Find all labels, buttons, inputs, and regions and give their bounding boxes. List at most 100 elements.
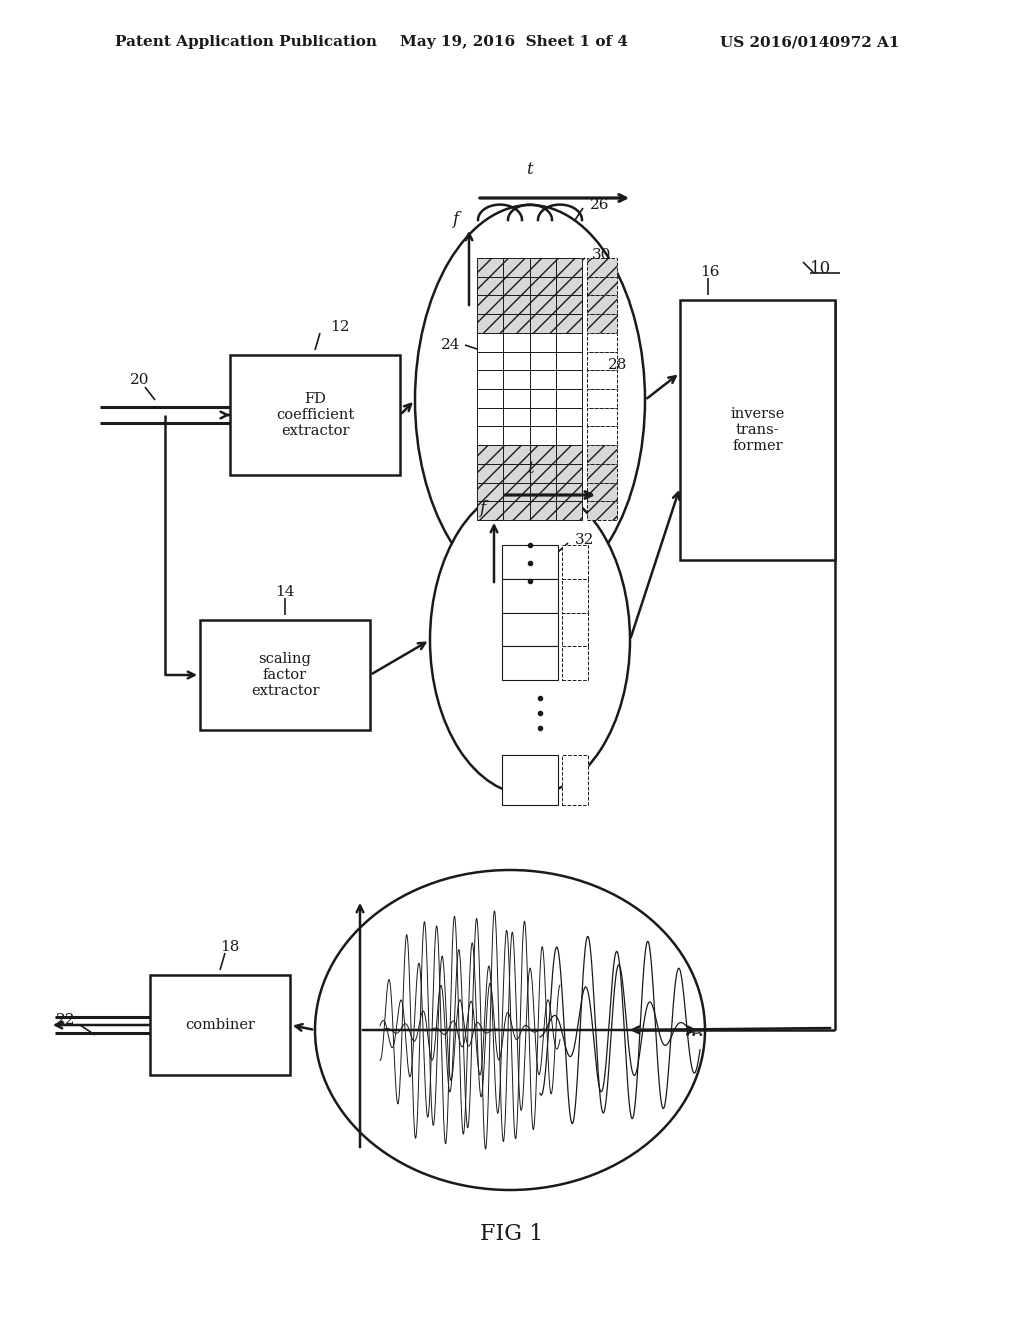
Bar xyxy=(477,463,503,483)
Bar xyxy=(477,333,503,351)
Text: 14: 14 xyxy=(275,585,295,599)
Bar xyxy=(529,463,556,483)
Bar xyxy=(556,445,582,463)
Bar xyxy=(477,257,503,277)
Text: 20: 20 xyxy=(130,374,150,387)
Bar xyxy=(529,502,556,520)
Bar xyxy=(556,483,582,502)
Bar xyxy=(587,483,617,502)
Bar xyxy=(529,426,556,445)
Bar xyxy=(477,296,503,314)
Bar xyxy=(587,296,617,314)
Bar xyxy=(587,389,617,408)
Bar xyxy=(529,333,556,351)
Bar xyxy=(529,445,556,463)
Bar xyxy=(680,300,835,560)
Text: May 19, 2016  Sheet 1 of 4: May 19, 2016 Sheet 1 of 4 xyxy=(400,36,628,49)
Ellipse shape xyxy=(415,205,645,595)
Bar xyxy=(556,463,582,483)
Text: 28: 28 xyxy=(608,358,628,372)
Bar xyxy=(587,257,617,277)
Text: 12: 12 xyxy=(330,319,349,334)
Bar xyxy=(503,463,529,483)
Bar xyxy=(477,408,503,426)
Bar xyxy=(503,426,529,445)
Bar xyxy=(529,351,556,371)
Text: 24: 24 xyxy=(440,338,460,352)
Bar xyxy=(587,277,617,296)
Bar xyxy=(562,612,588,647)
Bar xyxy=(587,371,617,389)
Text: 30: 30 xyxy=(592,248,611,261)
Text: FIG 1: FIG 1 xyxy=(480,1224,544,1245)
Text: 18: 18 xyxy=(220,940,240,954)
Bar xyxy=(529,314,556,333)
Bar xyxy=(587,502,617,520)
Bar xyxy=(556,426,582,445)
Bar xyxy=(556,371,582,389)
Bar xyxy=(503,257,529,277)
Bar xyxy=(502,612,558,647)
Bar xyxy=(477,502,503,520)
Bar xyxy=(529,389,556,408)
Bar xyxy=(556,314,582,333)
Bar xyxy=(502,647,558,680)
Bar xyxy=(529,483,556,502)
Bar xyxy=(556,389,582,408)
Bar xyxy=(529,408,556,426)
Bar xyxy=(503,296,529,314)
Bar xyxy=(230,355,400,475)
Text: 10: 10 xyxy=(810,260,831,277)
Bar xyxy=(529,277,556,296)
Text: US 2016/0140972 A1: US 2016/0140972 A1 xyxy=(720,36,899,49)
Bar xyxy=(562,545,588,578)
Bar xyxy=(503,483,529,502)
Bar xyxy=(503,389,529,408)
Bar xyxy=(556,277,582,296)
Bar xyxy=(587,333,617,351)
Text: 32: 32 xyxy=(575,533,594,546)
Bar xyxy=(477,351,503,371)
Bar xyxy=(587,314,617,333)
Bar xyxy=(477,445,503,463)
Bar xyxy=(556,502,582,520)
Text: f: f xyxy=(452,211,458,228)
Bar xyxy=(556,257,582,277)
Text: 26: 26 xyxy=(590,198,609,213)
Bar xyxy=(562,647,588,680)
Text: Patent Application Publication: Patent Application Publication xyxy=(115,36,377,49)
Bar xyxy=(503,408,529,426)
Bar xyxy=(587,426,617,445)
Bar xyxy=(556,351,582,371)
Bar xyxy=(529,296,556,314)
Bar xyxy=(556,333,582,351)
Bar xyxy=(503,277,529,296)
Text: f: f xyxy=(479,500,485,517)
Text: t: t xyxy=(526,459,534,477)
Bar xyxy=(503,371,529,389)
Bar xyxy=(503,333,529,351)
Text: combiner: combiner xyxy=(185,1018,255,1032)
Text: t: t xyxy=(526,161,532,178)
Ellipse shape xyxy=(430,484,630,795)
Bar xyxy=(502,578,558,612)
Bar xyxy=(529,257,556,277)
Bar xyxy=(503,502,529,520)
Bar xyxy=(150,975,290,1074)
Bar xyxy=(587,351,617,371)
Bar xyxy=(477,483,503,502)
Text: 16: 16 xyxy=(700,265,720,279)
Bar xyxy=(562,755,588,805)
Bar xyxy=(503,314,529,333)
Bar xyxy=(587,463,617,483)
Bar xyxy=(477,314,503,333)
Bar xyxy=(556,296,582,314)
Bar xyxy=(503,351,529,371)
Bar xyxy=(502,755,558,805)
Text: 22: 22 xyxy=(55,1012,75,1027)
Bar xyxy=(503,445,529,463)
Bar xyxy=(502,545,558,578)
Text: inverse
trans-
former: inverse trans- former xyxy=(730,407,784,453)
Text: FD
coefficient
extractor: FD coefficient extractor xyxy=(275,392,354,438)
Bar xyxy=(477,371,503,389)
